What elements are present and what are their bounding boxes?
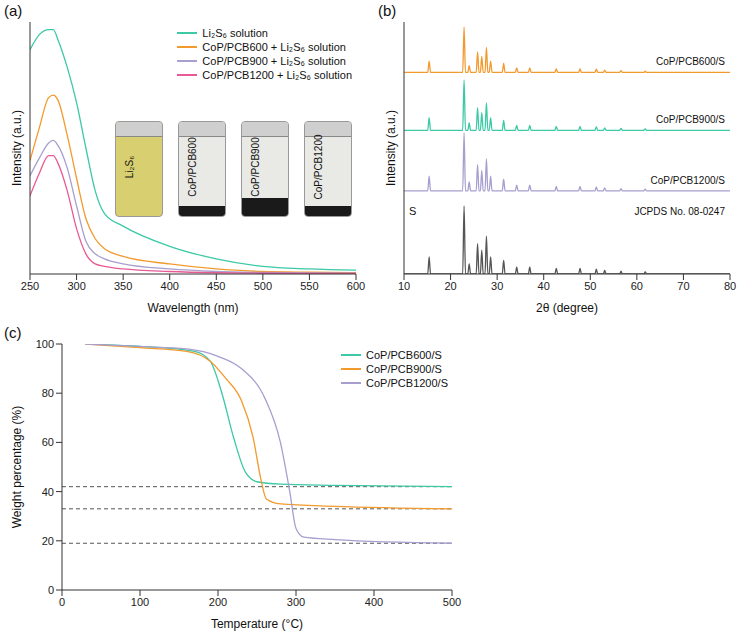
svg-text:Intensity (a.u.): Intensity (a.u.) [384,110,398,186]
svg-text:60: 60 [631,280,643,292]
svg-text:50: 50 [584,280,596,292]
svg-text:500: 500 [443,596,461,608]
svg-text:10: 10 [398,280,410,292]
svg-text:500: 500 [254,280,272,292]
html-text:Li₂S₆: Li₂S₆ [123,155,135,179]
svg-text:30: 30 [491,280,503,292]
svg-text:CoP/PCB1200/S: CoP/PCB1200/S [651,175,726,186]
html-text:Li₂S₆ solution: Li₂S₆ solution [202,27,268,39]
svg-text:70: 70 [677,280,689,292]
svg-text:400: 400 [365,596,383,608]
html-text:CoP/PCB900: CoP/PCB900 [249,137,261,197]
svg-text:250: 250 [21,280,39,292]
svg-text:Intensity (a.u.): Intensity (a.u.) [10,110,24,186]
svg-text:2θ (degree): 2θ (degree) [536,301,598,315]
html-text:CoP/PCB900 + Li₂S₆ solution: CoP/PCB900 + Li₂S₆ solution [202,55,346,67]
svg-text:20: 20 [444,280,456,292]
html-text:CoP/PCB1200 + Li₂S₆ solution: CoP/PCB1200 + Li₂S₆ solution [202,69,352,81]
html-text:CoP/PCB600/S: CoP/PCB600/S [366,349,442,361]
html-text:CoP/PCB1200/S: CoP/PCB1200/S [366,377,448,389]
svg-text:Temperature (°C): Temperature (°C) [211,617,303,631]
html-text:(a): (a) [4,2,23,19]
html-text:(b): (b) [378,2,397,19]
svg-text:20: 20 [42,535,54,547]
svg-text:100: 100 [131,596,149,608]
svg-text:Weight percentage (%): Weight percentage (%) [10,406,24,529]
svg-text:400: 400 [161,280,179,292]
svg-text:80: 80 [42,387,54,399]
svg-text:100: 100 [36,338,54,350]
svg-text:450: 450 [207,280,225,292]
svg-text:300: 300 [287,596,305,608]
svg-text:Wavelength (nm): Wavelength (nm) [148,301,239,315]
svg-text:CoP/PCB600/S: CoP/PCB600/S [656,56,725,67]
html-text:CoP/PCB1200: CoP/PCB1200 [312,134,324,200]
svg-text:40: 40 [538,280,550,292]
svg-text:0: 0 [48,584,54,596]
svg-text:JCPDS No. 08-0247: JCPDS No. 08-0247 [634,206,725,217]
svg-text:60: 60 [42,436,54,448]
svg-text:S: S [409,205,416,217]
svg-text:40: 40 [42,486,54,498]
svg-text:300: 300 [67,280,85,292]
svg-text:550: 550 [300,280,318,292]
svg-text:CoP/PCB900/S: CoP/PCB900/S [656,114,725,125]
html-text:CoP/PCB900/S: CoP/PCB900/S [366,363,442,375]
svg-text:600: 600 [347,280,365,292]
svg-text:80: 80 [724,280,736,292]
html-text:CoP/PCB600 + Li₂S₆ solution: CoP/PCB600 + Li₂S₆ solution [202,41,346,53]
svg-text:200: 200 [209,596,227,608]
svg-text:0: 0 [59,596,65,608]
svg-text:350: 350 [114,280,132,292]
html-text:(c): (c) [4,324,22,341]
html-text:CoP/PCB600: CoP/PCB600 [186,137,198,197]
